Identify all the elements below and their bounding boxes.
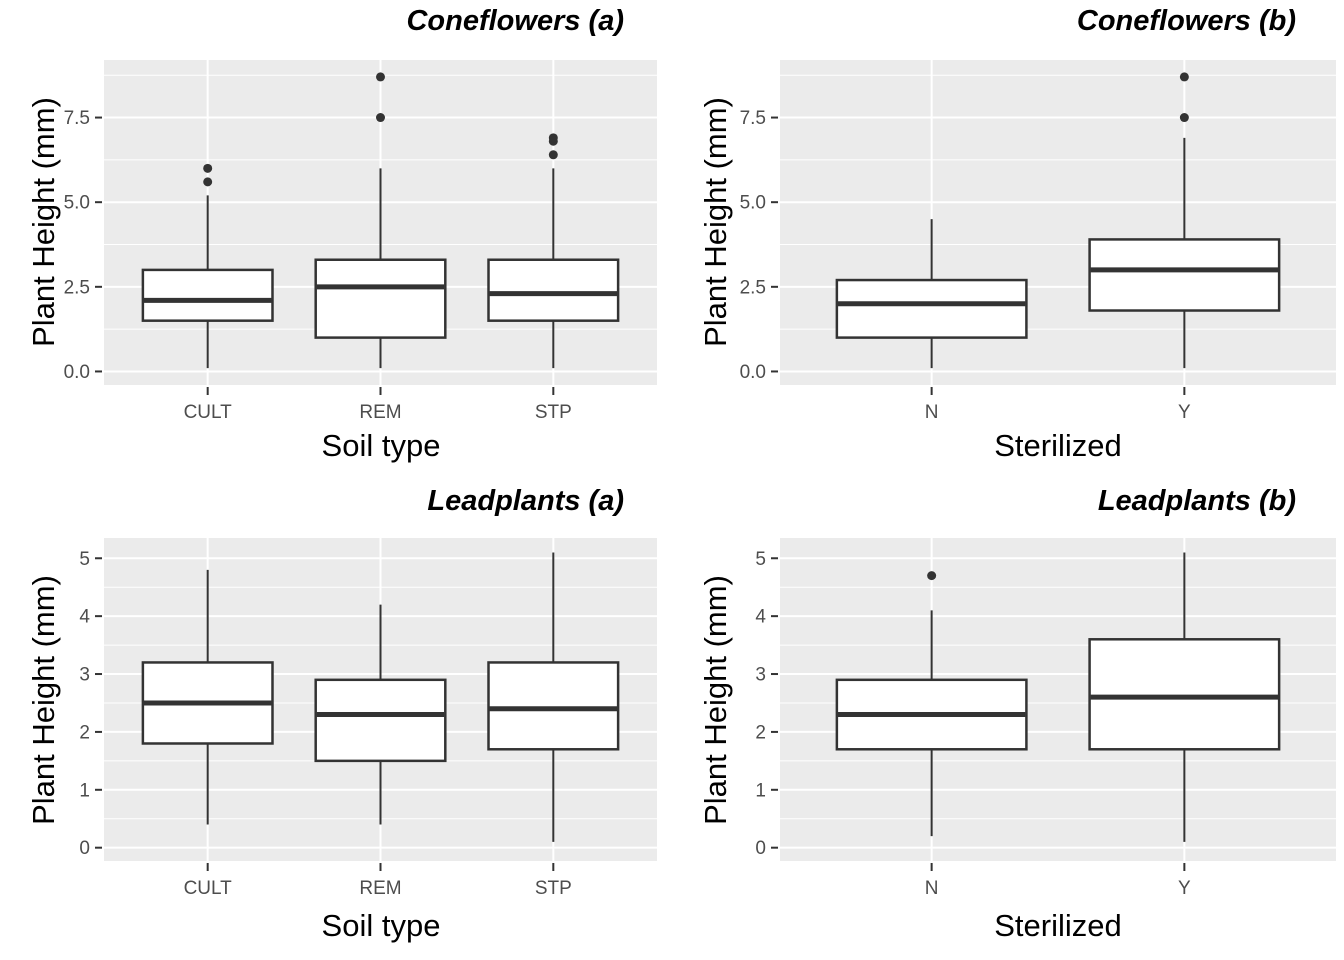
- x-tick-label: N: [925, 402, 939, 423]
- x-tick-label: Y: [1178, 878, 1191, 899]
- x-tick-label: STP: [535, 878, 572, 899]
- x-tick-label: STP: [535, 402, 572, 423]
- y-tick-label: 5: [755, 549, 766, 570]
- y-tick-label: 5.0: [64, 193, 90, 214]
- y-tick-label: 4: [755, 607, 766, 628]
- x-axis-title: Soil type: [321, 428, 441, 463]
- x-tick-label: REM: [359, 402, 401, 423]
- outlier-point: [1179, 113, 1189, 123]
- x-tick-label: CULT: [184, 402, 233, 423]
- outlier-point: [548, 133, 558, 143]
- boxplot-svg-coneflowers-b: N Y 0.0 2.5 5.0 7.5: [740, 60, 1336, 423]
- panel-title: Coneflowers (b): [1076, 5, 1296, 37]
- y-tick-label: 0.0: [64, 362, 90, 383]
- y-tick-label: 7.5: [740, 108, 766, 129]
- iqr-box: [314, 258, 447, 339]
- iqr-box: [487, 258, 620, 322]
- x-tick-label: N: [925, 878, 939, 899]
- outlier-point: [376, 72, 385, 82]
- y-axis-title: Plant Height (mm): [26, 97, 61, 347]
- panel-title: Leadplants (b): [1097, 485, 1296, 517]
- iqr-box: [141, 268, 274, 322]
- iqr-box: [1088, 638, 1281, 751]
- iqr-box: [487, 661, 620, 751]
- outlier-point: [203, 163, 213, 173]
- boxplot-svg-coneflowers-a: CULT REM STP 0.0 2.5 5.0 7.5: [64, 60, 657, 423]
- y-tick-label: 2: [755, 722, 766, 743]
- panel-coneflowers-a: CULT REM STP 0.0 2.5 5.0 7.5 Coneflowers (a) P…: [0, 0, 672, 480]
- x-axis-title: Sterilized: [994, 908, 1122, 943]
- iqr-box: [835, 278, 1028, 339]
- y-axis-title: Plant Height (mm): [698, 575, 733, 825]
- iqr-box: [314, 678, 447, 763]
- panel-coneflowers-b: N Y 0.0 2.5 5.0 7.5 Coneflowers (b) Plant Hei…: [672, 0, 1344, 480]
- x-tick-label: Y: [1178, 402, 1191, 423]
- outlier-point: [203, 177, 213, 187]
- y-tick-label: 2.5: [740, 277, 766, 298]
- outlier-point: [1179, 72, 1189, 82]
- outlier-point: [376, 113, 385, 123]
- boxplot-svg-leadplants-a: CULT REM STP 0 1 2 3 4 5: [79, 538, 657, 899]
- y-tick-label: 0: [79, 838, 90, 859]
- y-tick-label: 0.0: [740, 362, 766, 383]
- panel-leadplants-b: N Y 0 1 2 3 4 5 Leadplants (b) Plant Height (mm…: [672, 480, 1344, 960]
- y-tick-label: 5: [79, 549, 90, 570]
- x-tick-label: REM: [359, 878, 401, 899]
- panel-title: Coneflowers (a): [406, 5, 624, 37]
- y-tick-label: 2.5: [64, 277, 90, 298]
- y-axis-title: Plant Height (mm): [698, 97, 733, 347]
- panel-title: Leadplants (a): [427, 485, 624, 517]
- y-tick-label: 5.0: [740, 193, 766, 214]
- y-tick-label: 1: [79, 780, 90, 801]
- x-axis-title: Sterilized: [994, 428, 1122, 463]
- outlier-point: [548, 150, 558, 160]
- y-tick-label: 2: [79, 722, 90, 743]
- y-tick-label: 7.5: [64, 108, 90, 129]
- iqr-box: [1088, 238, 1281, 312]
- panel-leadplants-a: CULT REM STP 0 1 2 3 4 5 Leadplants (a) Plant He…: [0, 480, 672, 960]
- y-tick-label: 0: [755, 838, 766, 859]
- y-tick-label: 3: [755, 665, 766, 686]
- x-tick-label: CULT: [184, 878, 233, 899]
- y-tick-label: 3: [79, 665, 90, 686]
- x-axis-title: Soil type: [321, 908, 441, 943]
- y-axis-title: Plant Height (mm): [26, 575, 61, 825]
- boxplot-svg-leadplants-b: N Y 0 1 2 3 4 5: [755, 538, 1336, 899]
- y-tick-label: 4: [79, 607, 90, 628]
- y-tick-label: 1: [755, 780, 766, 801]
- outlier-point: [927, 571, 937, 581]
